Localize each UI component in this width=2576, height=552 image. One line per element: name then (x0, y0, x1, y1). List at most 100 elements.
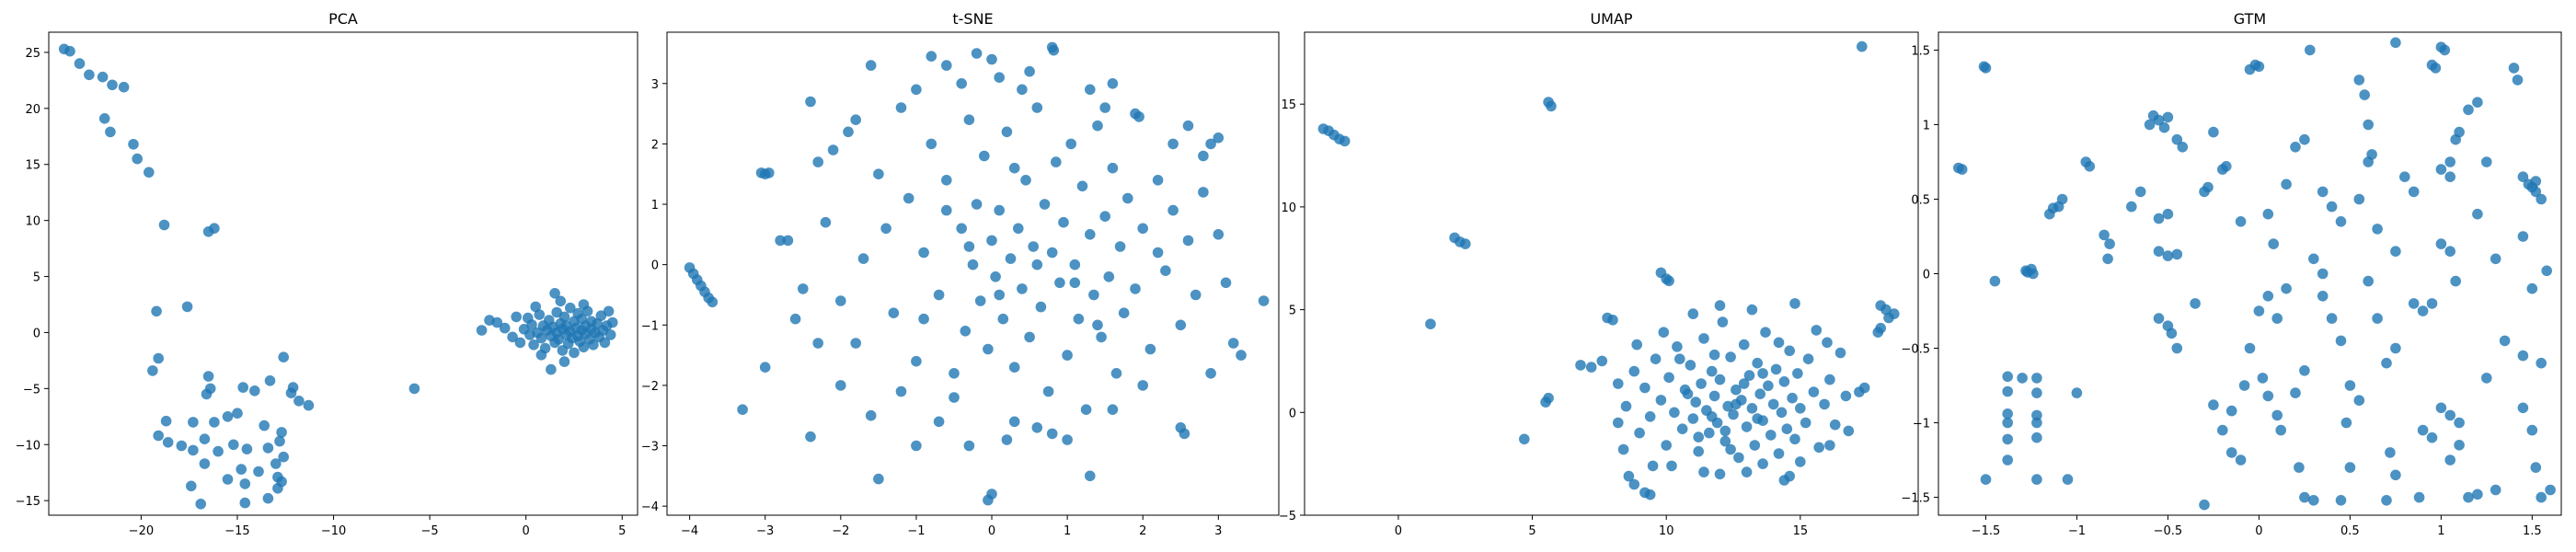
data-point (1733, 452, 1744, 464)
y-tick-label: 2 (651, 138, 659, 152)
data-point (1956, 164, 1968, 175)
data-point (2002, 408, 2013, 420)
data-point (1708, 390, 1720, 402)
scatter-points (1317, 40, 1900, 500)
data-point (2390, 342, 2401, 354)
data-point (236, 464, 247, 475)
data-point (1800, 417, 1811, 429)
x-tick-label: 0 (523, 524, 530, 538)
data-point (2271, 409, 2283, 421)
data-point (983, 343, 994, 355)
data-point (1650, 353, 1662, 365)
data-point (1182, 120, 1194, 132)
data-point (1110, 368, 1122, 379)
data-point (963, 241, 975, 252)
data-point (1613, 417, 1624, 429)
y-tick-label: −15 (16, 495, 40, 509)
y-tick-label: 15 (25, 159, 40, 173)
data-point (775, 235, 786, 247)
data-point (1714, 300, 1726, 311)
data-point (2335, 216, 2347, 227)
data-point (264, 375, 276, 386)
data-point (2335, 335, 2347, 347)
data-point (1843, 425, 1855, 437)
data-point (1989, 275, 2001, 287)
data-point (2153, 114, 2165, 126)
data-point (278, 351, 290, 363)
data-point (195, 499, 206, 510)
x-tick-label: −1 (907, 524, 925, 538)
data-point (2472, 97, 2483, 108)
data-point (603, 305, 615, 317)
data-point (2235, 216, 2247, 227)
data-point (2290, 387, 2301, 398)
data-point (253, 466, 264, 477)
data-point (843, 126, 854, 138)
data-point (1080, 404, 1092, 416)
data-point (1980, 474, 1992, 485)
data-point (2526, 424, 2538, 436)
data-point (558, 356, 570, 367)
data-point (1058, 216, 1069, 228)
data-point (2290, 142, 2301, 153)
data-point (1613, 378, 1624, 389)
data-point (1085, 470, 1096, 482)
x-tick-label: −2 (832, 524, 849, 538)
data-point (2326, 201, 2338, 213)
data-point (2253, 61, 2265, 73)
x-tick-label: 5 (618, 524, 626, 538)
data-point (604, 329, 616, 340)
data-point (2317, 291, 2329, 302)
data-point (2171, 342, 2183, 354)
data-point (2162, 111, 2174, 123)
data-point (895, 102, 907, 113)
data-point (1042, 385, 1054, 397)
data-point (2281, 282, 2292, 294)
data-point (2340, 417, 2352, 429)
data-point (2359, 89, 2370, 100)
x-tick-label: −1 (2068, 524, 2086, 538)
data-point (1069, 259, 1081, 270)
data-point (2262, 208, 2274, 220)
y-tick-label: 25 (25, 47, 40, 61)
data-point (2031, 373, 2042, 384)
data-point (2171, 248, 2183, 260)
data-point (1760, 327, 1771, 339)
data-point (2002, 371, 2013, 383)
data-point (534, 309, 546, 320)
data-point (1731, 384, 1742, 396)
data-point (2530, 176, 2542, 187)
data-point (151, 305, 162, 317)
x-tick-label: 0.5 (2340, 524, 2360, 538)
data-point (1205, 138, 1216, 150)
data-point (1062, 434, 1073, 445)
x-tick-label: 0 (1395, 524, 1402, 538)
y-tick-label: 0 (33, 327, 40, 340)
data-point (926, 51, 937, 62)
data-point (971, 199, 983, 210)
data-point (1198, 150, 1209, 162)
data-point (1096, 331, 1107, 343)
data-point (888, 307, 900, 319)
chart-panel: GTM −1.5 −1 −0.5 0 0.5 1 1.5 −1.5 −1 −0.5 0 0.5 1 1.5 (1901, 10, 2562, 538)
data-point (812, 338, 823, 349)
data-point (990, 271, 1001, 282)
data-point (2435, 238, 2447, 249)
scatter-points (58, 43, 618, 510)
data-point (1054, 277, 1065, 289)
chart-panel: UMAP 0 5 10 15 −5 0 5 10 15 (1279, 10, 1919, 538)
data-point (1795, 403, 1806, 414)
data-point (239, 478, 251, 489)
x-tick-label: 2 (1139, 524, 1146, 538)
data-point (1706, 365, 1718, 377)
data-point (1781, 423, 1793, 435)
data-point (1722, 400, 1733, 412)
data-point (144, 167, 155, 178)
data-point (1767, 398, 1779, 410)
data-point (1725, 351, 1736, 362)
y-tick-label: −5 (23, 383, 40, 397)
data-point (1714, 468, 1726, 480)
data-point (272, 483, 283, 494)
data-point (1607, 315, 1618, 326)
